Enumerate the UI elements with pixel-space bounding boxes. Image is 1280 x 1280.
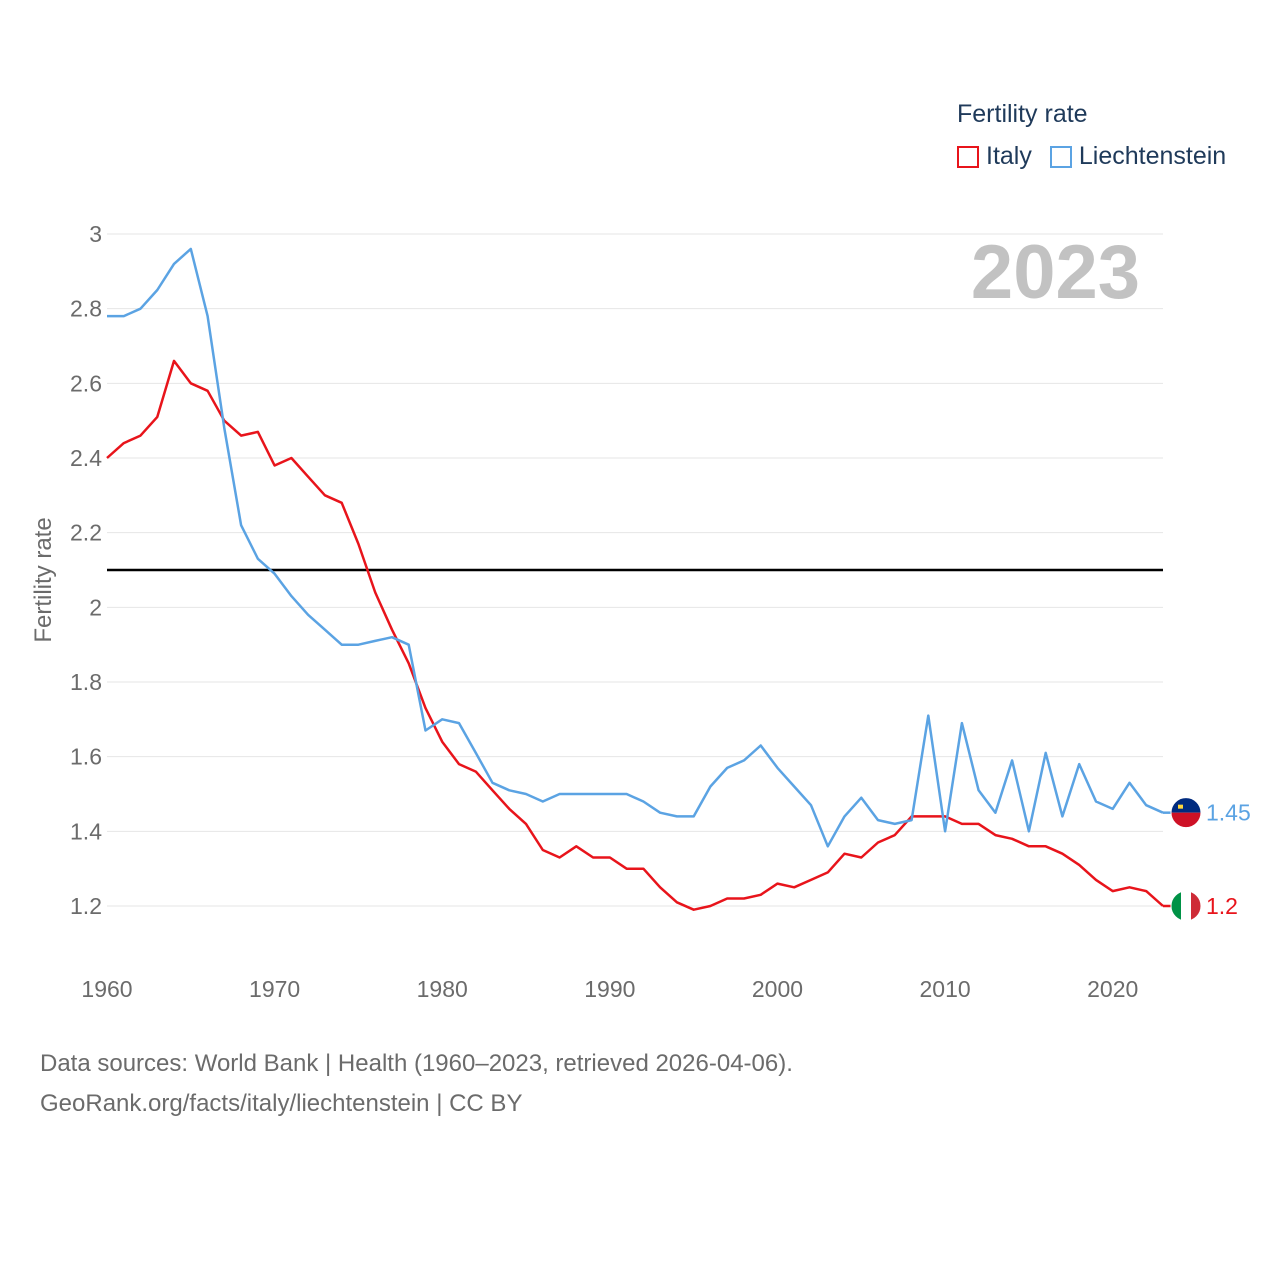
x-tick-label: 1980 — [417, 976, 468, 1002]
flag-outline — [1170, 797, 1202, 829]
x-tick-label: 2010 — [920, 976, 971, 1002]
legend-label-italy: Italy — [986, 142, 1032, 170]
end-value-label-italy: 1.2 — [1206, 893, 1238, 919]
footer: Data sources: World Bank | Health (1960–… — [40, 1044, 793, 1124]
y-tick-label: 3 — [89, 221, 102, 247]
year-label: 2023 — [971, 230, 1140, 315]
x-axis-ticks: 1960 1970 1980 1990 2000 2010 2020 — [81, 976, 1138, 1002]
flag-red-band — [1171, 812, 1201, 828]
y-axis-ticks: 1.2 1.4 1.6 1.8 2 2.2 2.4 2.6 2.8 3 — [70, 221, 102, 919]
y-tick-label: 2.8 — [70, 296, 102, 322]
flag-red-band — [1191, 891, 1201, 921]
series-line-liechtenstein — [107, 247, 1164, 848]
y-tick-label: 1.4 — [70, 818, 102, 844]
y-tick-label: 1.6 — [70, 744, 102, 770]
legend-label-liechtenstein: Liechtenstein — [1078, 142, 1227, 170]
end-value-label-liechtenstein: 1.45 — [1206, 800, 1251, 826]
y-tick-label: 2 — [89, 594, 102, 620]
liechtenstein-flag-icon — [1170, 797, 1202, 829]
y-tick-label: 2.2 — [70, 520, 102, 546]
gridlines — [107, 233, 1163, 907]
flag-blue-band — [1171, 797, 1201, 813]
legend-swatch-liechtenstein — [1049, 145, 1072, 168]
legend-title: Fertility rate — [957, 100, 1088, 128]
flag-outline — [1170, 890, 1202, 922]
series-line-italy — [106, 359, 1164, 911]
flag-green-band — [1171, 891, 1181, 921]
y-tick-label: 2.6 — [70, 370, 102, 396]
source-link[interactable]: GeoRank.org/facts/italy/liechtenstein | … — [40, 1090, 523, 1117]
flag-crown — [1178, 804, 1183, 809]
x-tick-label: 1990 — [584, 976, 635, 1002]
flag-body — [1171, 797, 1201, 828]
flag-white-band — [1181, 891, 1191, 921]
y-tick-label: 1.8 — [70, 669, 102, 695]
flag-body — [1171, 891, 1201, 921]
legend: Italy Liechtenstein — [957, 142, 1244, 171]
series-end-markers: 1.2 1.45 — [1163, 797, 1251, 922]
legend-item-liechtenstein[interactable]: Liechtenstein — [1049, 142, 1227, 171]
italy-flag-icon — [1170, 890, 1202, 922]
series-lines — [106, 247, 1164, 911]
data-source-note: Data sources: World Bank | Health (1960–… — [40, 1050, 793, 1077]
x-tick-label: 2000 — [752, 976, 803, 1002]
x-tick-label: 1960 — [81, 976, 132, 1002]
y-tick-label: 1.2 — [70, 893, 102, 919]
x-tick-label: 1970 — [249, 976, 300, 1002]
legend-swatch-italy — [957, 145, 979, 168]
legend-item-italy[interactable]: Italy — [957, 142, 1032, 171]
x-tick-label: 2020 — [1087, 976, 1138, 1002]
y-tick-label: 2.4 — [70, 445, 102, 471]
y-axis-label: Fertility rate — [30, 517, 57, 642]
